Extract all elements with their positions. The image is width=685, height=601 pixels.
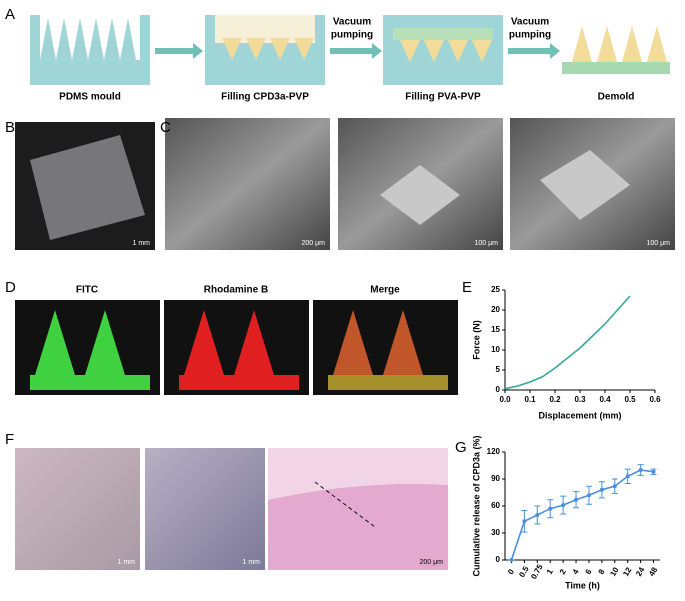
x-tick-label: 6 (584, 567, 594, 576)
x-tick-label: 0.4 (599, 395, 611, 404)
y-tick-label: 15 (491, 325, 500, 334)
x-tick-label: 48 (647, 565, 660, 578)
panel-d (15, 300, 458, 395)
x-tick-label: 0.3 (574, 395, 586, 404)
panel-c (165, 118, 675, 250)
x-tick-label: 0 (506, 567, 516, 576)
arrow-label: Vacuum (511, 17, 549, 28)
x-tick-label: 0.5 (624, 395, 636, 404)
y-tick-label: 30 (491, 528, 500, 537)
image-title: Merge (370, 285, 400, 296)
x-tick-label: 4 (571, 567, 581, 576)
scale-label: 100 μm (647, 240, 671, 247)
y-tick-label: 0 (496, 555, 501, 564)
step-label: Demold (598, 92, 635, 103)
y-tick-label: 25 (491, 285, 500, 294)
x-tick-label: 0.75 (529, 562, 545, 580)
step-label: Filling PVA-PVP (405, 92, 481, 103)
mould-2 (205, 15, 325, 85)
y-tick-label: 90 (491, 474, 500, 483)
y-tick-label: 60 (491, 501, 500, 510)
x-tick-label: 10 (608, 565, 621, 578)
panel-b (15, 122, 155, 250)
panel-letter: E (462, 279, 472, 296)
y-tick-label: 0 (496, 385, 501, 394)
data-point (522, 519, 527, 524)
scale-label: 100 μm (475, 240, 499, 247)
panel-f (15, 448, 448, 570)
data-point (612, 484, 617, 489)
panel-letter: F (5, 431, 14, 448)
data-point (535, 513, 540, 517)
panel-letter: C (160, 119, 171, 136)
x-axis-label: Displacement (mm) (538, 410, 621, 420)
x-tick-label: 0.6 (649, 395, 661, 404)
image-title: FITC (76, 285, 98, 296)
panel-letter: D (5, 279, 16, 296)
scale-label: 1 mm (133, 240, 151, 247)
x-axis-label: Time (h) (565, 580, 600, 590)
data-point (599, 487, 604, 492)
mould-1 (30, 15, 150, 85)
x-tick-label: 0.0 (499, 395, 511, 404)
x-tick-label: 12 (621, 565, 634, 578)
demolded-patch (562, 26, 670, 74)
arrow-label: Vacuum (333, 17, 371, 28)
data-line (510, 469, 654, 561)
data-point (561, 503, 566, 508)
x-tick-label: 2 (558, 567, 568, 576)
x-tick-label: 0.1 (524, 395, 536, 404)
arrow-label: pumping (509, 30, 551, 41)
data-point (651, 469, 656, 474)
data-point (586, 493, 591, 498)
y-axis-label: Cumulative release of CPD3a (%) (471, 435, 481, 576)
panel-a (30, 15, 670, 85)
mould-3 (383, 15, 503, 85)
step-label: Filling CPD3a-PVP (221, 92, 309, 103)
scale-label: 1 mm (243, 559, 261, 566)
step-label: PDMS mould (59, 92, 121, 103)
data-point (509, 558, 514, 562)
x-tick-label: 0.2 (549, 395, 561, 404)
panel-letter: A (5, 6, 15, 23)
y-axis-label: Force (N) (471, 320, 481, 360)
y-tick-label: 10 (491, 345, 500, 354)
scale-label: 200 μm (302, 240, 326, 247)
arrows (155, 43, 560, 59)
y-tick-label: 5 (496, 365, 501, 374)
x-tick-label: 8 (597, 567, 607, 576)
y-tick-label: 20 (491, 305, 500, 314)
panel-letter: G (455, 439, 467, 456)
x-tick-label: 24 (634, 565, 647, 578)
data-point (574, 497, 579, 502)
y-tick-label: 120 (487, 447, 501, 456)
scale-label: 200 μm (420, 559, 444, 566)
data-point (625, 474, 630, 479)
panel-letter: B (5, 119, 15, 136)
x-tick-label: 1 (545, 567, 555, 576)
arrow-label: pumping (331, 30, 373, 41)
scale-label: 1 mm (118, 559, 136, 566)
image-title: Rhodamine B (204, 285, 268, 296)
data-line (504, 295, 631, 390)
data-point (548, 506, 553, 511)
data-point (638, 468, 643, 472)
